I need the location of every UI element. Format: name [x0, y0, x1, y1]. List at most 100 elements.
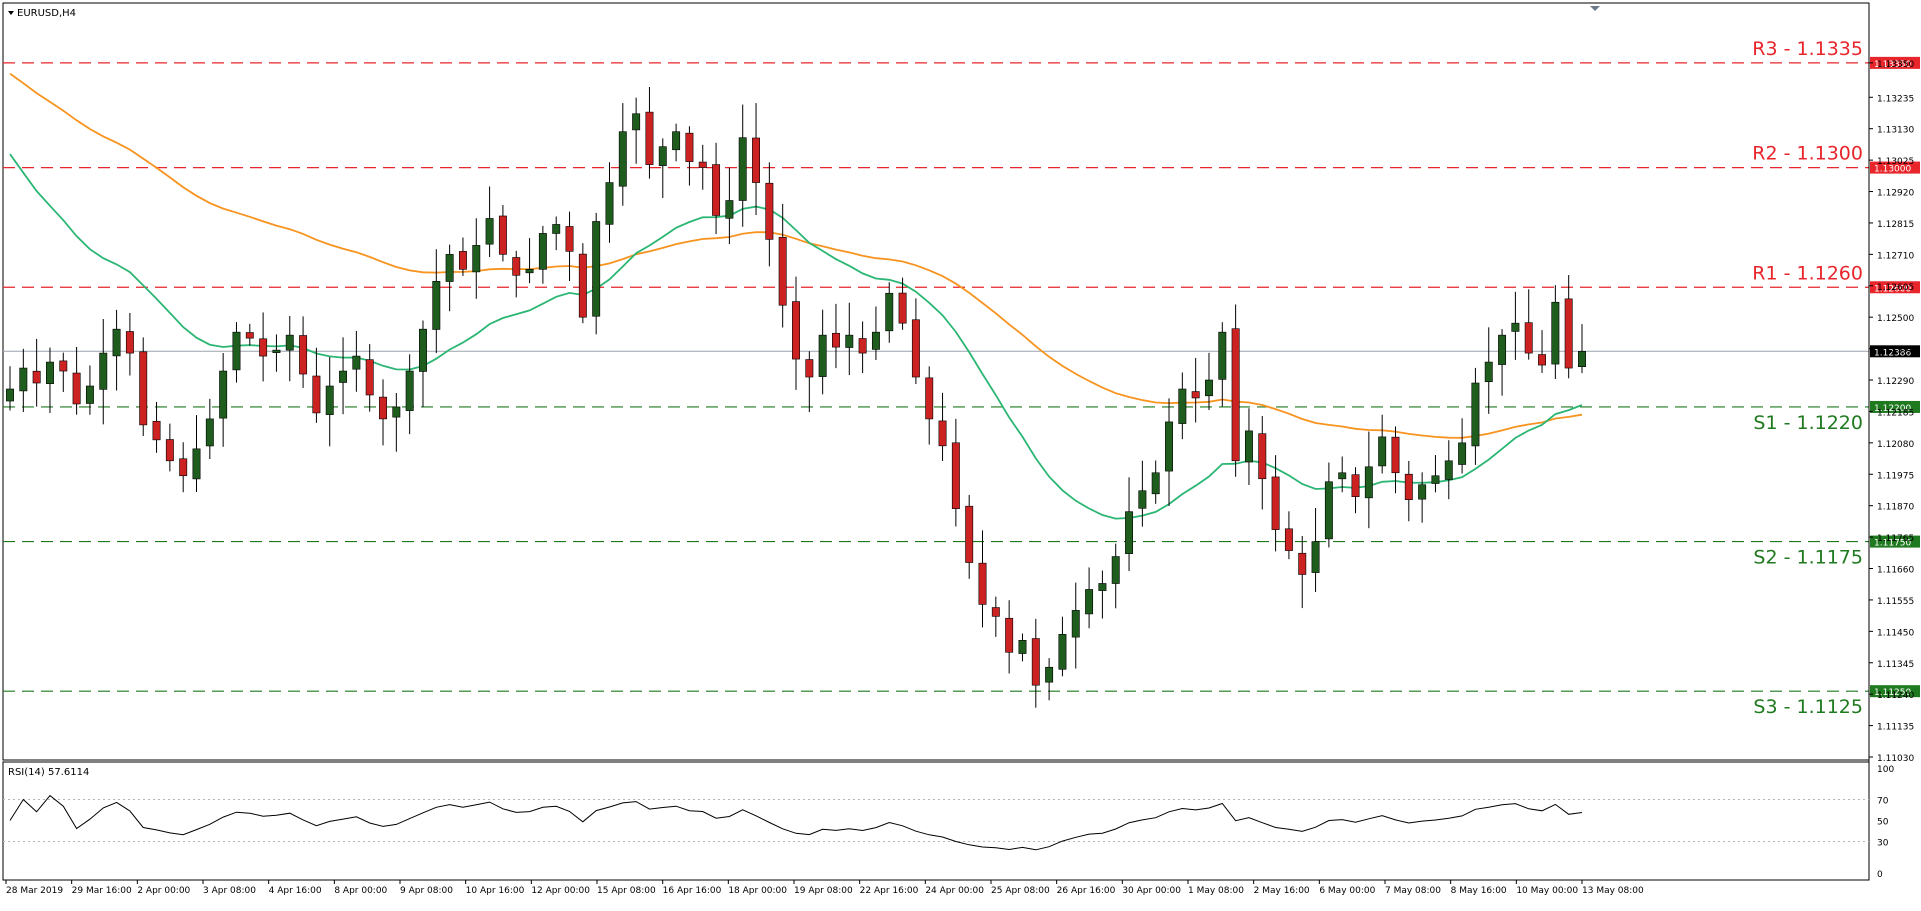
- candle-bear[interactable]: [951, 442, 960, 509]
- candle-bear[interactable]: [139, 351, 148, 426]
- candle-bear[interactable]: [125, 331, 134, 354]
- candle-bull[interactable]: [1071, 610, 1080, 638]
- candle-bear[interactable]: [259, 338, 268, 357]
- candle-bull[interactable]: [1018, 640, 1027, 654]
- candle-bull[interactable]: [1205, 379, 1213, 397]
- candle-bear[interactable]: [179, 458, 188, 477]
- candle-bear[interactable]: [832, 332, 840, 348]
- candle-bull[interactable]: [219, 370, 228, 419]
- candle-bull[interactable]: [405, 370, 414, 411]
- candle-bull[interactable]: [1085, 589, 1094, 615]
- candle-bull[interactable]: [1431, 475, 1440, 484]
- candle-bull[interactable]: [1138, 490, 1147, 509]
- candle-bear[interactable]: [792, 301, 800, 360]
- candle-bull[interactable]: [845, 334, 854, 348]
- candle-bull[interactable]: [1471, 382, 1480, 447]
- candle-bear[interactable]: [379, 396, 387, 420]
- candle-bull[interactable]: [1444, 460, 1453, 480]
- candle-bull[interactable]: [658, 146, 667, 166]
- candle-bear[interactable]: [512, 257, 521, 276]
- shift-marker-icon[interactable]: [1590, 6, 1600, 11]
- candle-bull[interactable]: [885, 292, 894, 332]
- candle-bull[interactable]: [352, 355, 361, 370]
- candle-bull[interactable]: [19, 367, 28, 392]
- collapse-triangle-icon[interactable]: [8, 11, 14, 15]
- candle-bull[interactable]: [472, 245, 481, 273]
- candle-bull[interactable]: [46, 361, 54, 384]
- candle-bear[interactable]: [1031, 638, 1040, 686]
- candle-bear[interactable]: [965, 505, 974, 563]
- candle-bull[interactable]: [6, 388, 14, 402]
- candle-bear[interactable]: [1271, 476, 1280, 530]
- candle-bull[interactable]: [1151, 472, 1160, 495]
- candle-bull[interactable]: [1484, 361, 1493, 383]
- candle-bull[interactable]: [205, 418, 214, 447]
- candle-bear[interactable]: [938, 420, 947, 447]
- candle-bull[interactable]: [339, 370, 348, 383]
- candle-bear[interactable]: [1231, 328, 1240, 462]
- candle-bear[interactable]: [991, 607, 1000, 617]
- candle-bear[interactable]: [299, 335, 308, 375]
- candle-bear[interactable]: [165, 439, 174, 462]
- candle-bull[interactable]: [1418, 484, 1427, 500]
- candle-bull[interactable]: [1458, 442, 1467, 465]
- candle-bull[interactable]: [1511, 322, 1520, 332]
- candle-bear[interactable]: [778, 236, 787, 306]
- candle-bull[interactable]: [85, 385, 94, 404]
- candle-bull[interactable]: [392, 406, 401, 418]
- candle-bull[interactable]: [1098, 583, 1107, 591]
- candle-bear[interactable]: [805, 359, 814, 378]
- candle-bear[interactable]: [1298, 552, 1307, 575]
- candle-bull[interactable]: [1244, 430, 1253, 463]
- candle-bull[interactable]: [1125, 511, 1134, 554]
- candle-bull[interactable]: [485, 218, 494, 245]
- candle-bull[interactable]: [1378, 436, 1387, 467]
- candle-bull[interactable]: [1311, 541, 1320, 573]
- candle-bear[interactable]: [1284, 528, 1293, 551]
- candle-bear[interactable]: [498, 215, 507, 255]
- candle-bull[interactable]: [445, 254, 454, 282]
- candle-bull[interactable]: [871, 331, 880, 350]
- candle-bull[interactable]: [525, 269, 534, 274]
- candle-bull[interactable]: [1218, 331, 1227, 380]
- candle-bear[interactable]: [712, 164, 721, 216]
- candle-bear[interactable]: [1524, 322, 1533, 354]
- candle-bear[interactable]: [858, 338, 867, 354]
- candle-bear[interactable]: [1005, 617, 1014, 653]
- candle-bear[interactable]: [685, 132, 694, 162]
- candle-bull[interactable]: [605, 182, 614, 225]
- candle-bull[interactable]: [432, 280, 441, 330]
- candle-bear[interactable]: [1538, 354, 1546, 366]
- candle-bear[interactable]: [911, 319, 920, 378]
- candle-bear[interactable]: [312, 375, 321, 414]
- candle-bull[interactable]: [818, 334, 827, 377]
- candle-bull[interactable]: [592, 221, 601, 317]
- candle-bear[interactable]: [752, 137, 760, 183]
- candles-layer[interactable]: [6, 87, 1586, 708]
- candle-bear[interactable]: [458, 251, 467, 270]
- candle-bull[interactable]: [1324, 481, 1333, 540]
- candle-bull[interactable]: [285, 334, 294, 351]
- candle-bull[interactable]: [1178, 388, 1187, 424]
- candle-bull[interactable]: [1165, 421, 1173, 472]
- candle-bull[interactable]: [272, 349, 281, 353]
- candle-bull[interactable]: [618, 131, 627, 187]
- candle-bear[interactable]: [578, 253, 587, 318]
- candle-bull[interactable]: [1058, 634, 1067, 670]
- candle-bull[interactable]: [552, 224, 561, 234]
- candle-bull[interactable]: [1551, 301, 1560, 365]
- candle-bear[interactable]: [1258, 433, 1267, 480]
- candle-bull[interactable]: [738, 137, 747, 201]
- candle-bear[interactable]: [1351, 474, 1360, 498]
- candle-bull[interactable]: [1498, 334, 1507, 365]
- candle-bull[interactable]: [99, 352, 108, 390]
- candle-bull[interactable]: [632, 113, 641, 131]
- candle-bull[interactable]: [325, 385, 334, 415]
- candle-bull[interactable]: [192, 448, 201, 480]
- candle-bull[interactable]: [1364, 466, 1373, 499]
- candle-bear[interactable]: [1391, 436, 1400, 474]
- candle-bear[interactable]: [152, 420, 161, 441]
- candle-bear[interactable]: [978, 562, 987, 605]
